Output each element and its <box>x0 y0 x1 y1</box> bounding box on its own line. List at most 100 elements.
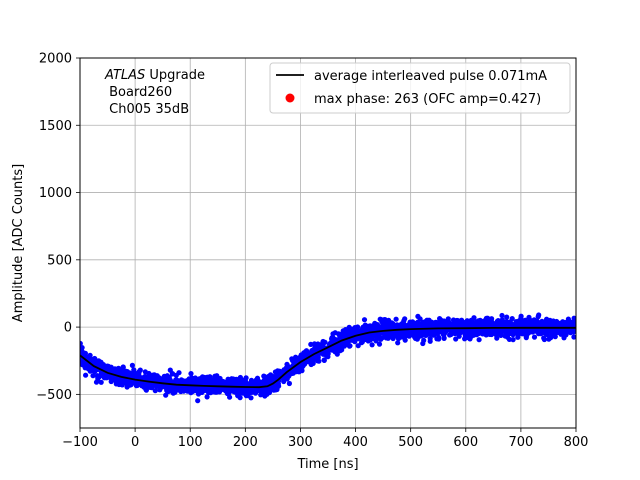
sample-point <box>150 372 157 378</box>
sample-point <box>518 315 524 321</box>
sample-point <box>509 316 515 322</box>
sample-point <box>555 329 562 335</box>
sample-point <box>411 330 417 336</box>
sample-point <box>476 337 482 343</box>
x-tick-label: −100 <box>62 435 98 450</box>
sample-point <box>201 379 207 385</box>
sample-point <box>406 323 412 329</box>
sample-point <box>113 377 119 383</box>
sample-point <box>167 367 173 373</box>
sample-point <box>515 334 521 340</box>
sample-point <box>178 377 184 383</box>
y-tick-label: 1000 <box>39 186 72 201</box>
y-tick-label: −500 <box>36 388 72 403</box>
sample-point <box>345 340 351 347</box>
sample-point <box>358 340 365 346</box>
sample-point <box>325 351 331 357</box>
sample-point <box>395 340 401 346</box>
sample-point <box>453 336 459 342</box>
sample-point <box>550 318 556 324</box>
x-tick-label: 400 <box>343 435 368 450</box>
sample-point <box>210 379 216 385</box>
sample-point <box>136 370 142 376</box>
sample-point <box>536 331 542 337</box>
legend-box <box>269 62 571 114</box>
sample-point <box>393 316 399 322</box>
sample-point <box>402 337 408 343</box>
sample-point <box>506 331 512 337</box>
sample-point <box>249 387 255 393</box>
sample-point <box>96 358 102 364</box>
sample-point <box>152 388 158 394</box>
sample-point <box>296 369 302 375</box>
average-pulse-layer <box>80 326 576 389</box>
sample-point <box>298 354 304 360</box>
sample-point <box>543 330 549 336</box>
sample-point <box>504 314 510 320</box>
sample-point <box>431 330 437 336</box>
sample-point <box>104 364 110 370</box>
sample-point <box>442 329 448 335</box>
sample-point <box>302 349 309 355</box>
sample-point <box>189 378 195 384</box>
sample-point <box>159 376 165 382</box>
sample-point <box>385 334 391 340</box>
sample-point <box>369 342 375 348</box>
sample-point <box>488 331 495 338</box>
sample-point <box>187 385 193 391</box>
sample-point <box>96 374 102 380</box>
sample-point <box>339 347 345 353</box>
sample-point <box>263 376 269 382</box>
sample-point <box>131 367 137 373</box>
sample-point <box>382 317 388 323</box>
sample-point <box>365 338 371 344</box>
y-tick-label: 0 <box>64 321 72 336</box>
sample-point <box>80 359 84 365</box>
sample-point <box>373 338 379 344</box>
legend-label-average-pulse: average interleaved pulse 0.071mA <box>314 69 547 84</box>
sample-point <box>374 322 380 328</box>
x-tick-label: 200 <box>233 435 258 450</box>
sample-point <box>377 316 383 322</box>
sample-point <box>80 340 83 347</box>
sample-point <box>245 381 251 388</box>
sample-point <box>513 319 519 325</box>
x-axis-ticks: −100 0 100 200 300 400 500 600 700 800 <box>62 428 588 450</box>
sample-point <box>107 374 113 380</box>
sample-point <box>90 373 96 379</box>
sample-point <box>235 377 241 383</box>
x-tick-label: 0 <box>131 435 139 450</box>
sample-point <box>572 316 576 322</box>
sample-point <box>226 380 232 386</box>
sample-point <box>541 336 548 343</box>
sample-point <box>551 328 557 334</box>
sample-point <box>196 387 202 393</box>
sample-point <box>499 312 505 319</box>
sample-point <box>415 313 421 319</box>
sample-point <box>429 319 435 325</box>
sample-point <box>183 380 189 386</box>
sample-point <box>142 369 148 375</box>
sample-point <box>378 336 384 342</box>
sample-point <box>83 372 89 378</box>
x-tick-label: 800 <box>564 435 589 450</box>
sample-point <box>284 361 290 367</box>
sample-point <box>222 386 228 392</box>
sample-point <box>464 318 470 324</box>
sample-point <box>499 322 505 328</box>
sample-point <box>466 332 472 338</box>
sample-point <box>98 379 104 385</box>
y-axis-label: Amplitude [ADC Counts] <box>11 164 26 322</box>
sample-point <box>239 387 245 393</box>
sample-point <box>147 384 153 390</box>
sample-point <box>80 345 85 351</box>
sample-point <box>207 374 213 380</box>
sample-point <box>176 370 182 376</box>
sample-point <box>359 328 365 334</box>
sample-point <box>420 340 426 347</box>
sample-point <box>336 332 343 338</box>
sample-point <box>394 322 400 328</box>
sample-point <box>96 362 102 368</box>
sample-point <box>414 336 420 342</box>
